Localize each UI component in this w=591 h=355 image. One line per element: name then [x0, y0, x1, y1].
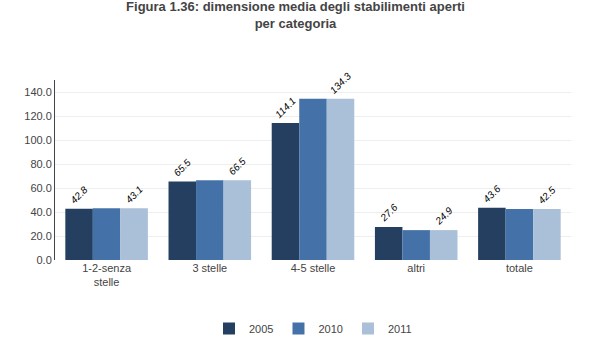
svg-text:3 stelle: 3 stelle — [192, 262, 227, 274]
svg-text:134.3: 134.3 — [328, 70, 354, 96]
svg-text:114.1: 114.1 — [273, 95, 298, 120]
svg-text:0.0: 0.0 — [37, 254, 52, 266]
svg-text:altri: altri — [407, 262, 425, 274]
svg-text:100.0: 100.0 — [24, 134, 52, 146]
svg-text:43.1: 43.1 — [123, 184, 145, 206]
svg-text:80.0: 80.0 — [30, 158, 51, 170]
svg-text:4-5 stelle: 4-5 stelle — [291, 262, 336, 274]
svg-text:60.0: 60.0 — [30, 182, 51, 194]
svg-text:2005: 2005 — [249, 323, 273, 335]
svg-text:40.0: 40.0 — [30, 206, 51, 218]
svg-text:140.0: 140.0 — [24, 86, 52, 98]
svg-text:20.0: 20.0 — [30, 230, 51, 242]
svg-text:120.0: 120.0 — [24, 110, 52, 122]
svg-text:43.6: 43.6 — [481, 183, 503, 205]
svg-text:42.8: 42.8 — [68, 184, 90, 206]
svg-text:66.5: 66.5 — [226, 155, 248, 177]
svg-text:2011: 2011 — [388, 323, 412, 335]
svg-text:2010: 2010 — [318, 323, 342, 335]
svg-text:42.5: 42.5 — [536, 184, 558, 206]
svg-text:24.9: 24.9 — [432, 205, 455, 228]
svg-text:1-2-senzastelle: 1-2-senzastelle — [82, 262, 132, 288]
svg-text:27.6: 27.6 — [377, 201, 400, 224]
svg-text:65.5: 65.5 — [171, 157, 193, 179]
svg-text:totale: totale — [506, 262, 533, 274]
svg-text:Figura 1.36: dimensione media: Figura 1.36: dimensione media degli stab… — [126, 0, 465, 31]
